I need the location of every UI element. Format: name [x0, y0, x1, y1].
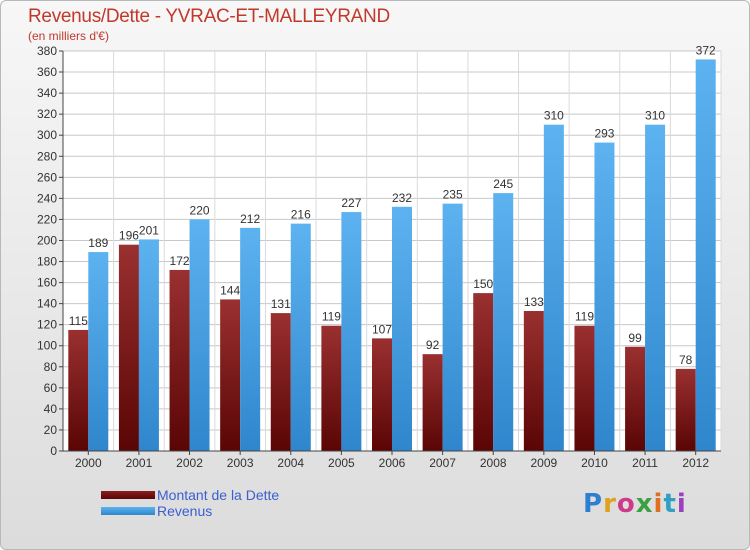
y-tick-label: 220: [37, 212, 57, 226]
y-tick-label: 60: [44, 381, 58, 395]
x-tick-label: 2005: [328, 456, 355, 470]
bar-revenus-2001: [138, 239, 159, 451]
y-tick-label: 360: [37, 65, 57, 79]
y-tick-label: 80: [44, 360, 58, 374]
bar-revenus-2010: [594, 142, 615, 451]
y-tick-label: 140: [37, 297, 57, 311]
y-tick-label: 120: [37, 318, 57, 332]
bar-revenus-2011: [645, 124, 666, 452]
x-tick-label: 2010: [581, 456, 608, 470]
bar-revenus-2008: [493, 193, 514, 451]
data-label: 78: [679, 353, 693, 367]
legend-label-revenus: Revenus: [157, 503, 213, 519]
y-tick-label: 20: [44, 423, 58, 437]
y-tick-label: 300: [37, 128, 57, 142]
bar-dette-2010: [574, 325, 595, 451]
bar-revenus-2007: [442, 203, 463, 451]
bar-revenus-2009: [543, 124, 564, 452]
y-tick-label: 380: [37, 44, 57, 58]
data-label: 92: [426, 338, 440, 352]
chart-subtitle: (en milliers d'€): [28, 29, 109, 43]
data-label: 189: [88, 236, 108, 250]
y-tick-label: 180: [37, 255, 57, 269]
bar-dette-2009: [523, 311, 544, 451]
bar-dette-2007: [422, 354, 443, 451]
legend-swatch-dette: [101, 491, 155, 499]
x-tick-label: 2011: [632, 456, 658, 470]
data-label: 119: [575, 310, 594, 324]
x-tick-label: 2003: [227, 456, 254, 470]
bar-dette-2005: [321, 325, 342, 451]
bar-dette-2006: [372, 338, 392, 451]
data-label: 310: [544, 109, 564, 123]
data-label: 212: [240, 212, 260, 226]
data-label: 144: [220, 283, 240, 297]
y-tick-label: 40: [44, 402, 58, 416]
data-label: 99: [628, 331, 642, 345]
data-label: 150: [473, 277, 493, 291]
x-tick-label: 2012: [682, 456, 709, 470]
bar-dette-2011: [625, 346, 646, 451]
bar-dette-2008: [473, 293, 494, 451]
data-label: 107: [372, 322, 392, 336]
x-tick-label: 2008: [480, 456, 507, 470]
data-label: 227: [341, 196, 361, 210]
y-tick-label: 260: [37, 170, 57, 184]
data-label: 172: [170, 254, 190, 268]
bar-revenus-2012: [695, 59, 716, 451]
y-tick-label: 340: [37, 86, 57, 100]
x-tick-label: 2002: [176, 456, 203, 470]
y-tick-label: 0: [50, 444, 57, 458]
bar-revenus-2006: [392, 206, 412, 451]
data-label: 119: [322, 310, 341, 324]
data-label: 235: [443, 188, 463, 202]
bar-revenus-2003: [240, 227, 261, 451]
y-tick-label: 160: [37, 276, 57, 290]
legend-swatch-revenus: [101, 507, 155, 515]
x-tick-label: 2001: [126, 456, 153, 470]
bar-revenus-2005: [341, 212, 362, 451]
data-label: 232: [392, 191, 412, 205]
bar-dette-2004: [270, 313, 291, 451]
data-label: 133: [524, 295, 544, 309]
bar-revenus-2004: [290, 223, 311, 451]
x-tick-label: 2004: [277, 456, 304, 470]
data-label: 196: [119, 229, 139, 243]
proxiti-logo: Proxiti: [583, 489, 687, 519]
bar-revenus-2000: [88, 252, 109, 451]
y-tick-label: 240: [37, 191, 57, 205]
data-label: 310: [645, 109, 665, 123]
data-label: 372: [696, 43, 716, 57]
data-label: 216: [291, 208, 311, 222]
bar-dette-2003: [220, 299, 241, 451]
y-tick-label: 320: [37, 107, 57, 121]
x-tick-label: 2000: [75, 456, 102, 470]
bar-dette-2002: [169, 269, 190, 451]
data-label: 220: [190, 203, 210, 217]
x-tick-label: 2007: [429, 456, 456, 470]
bar-dette-2001: [118, 244, 139, 451]
data-label: 115: [69, 314, 88, 328]
bar-dette-2012: [675, 368, 696, 451]
data-label: 131: [271, 297, 291, 311]
y-tick-label: 280: [37, 149, 57, 163]
data-label: 201: [139, 223, 159, 237]
bar-revenus-2002: [189, 219, 210, 451]
chart-title: Revenus/Dette - YVRAC-ET-MALLEYRAND: [28, 6, 390, 27]
data-label: 293: [594, 127, 614, 141]
data-label: 245: [493, 177, 513, 191]
x-tick-label: 2009: [530, 456, 557, 470]
y-tick-label: 100: [37, 339, 57, 353]
x-tick-label: 2006: [379, 456, 406, 470]
legend-label-dette: Montant de la Dette: [157, 487, 280, 503]
bar-dette-2000: [68, 329, 89, 451]
y-tick-label: 200: [37, 233, 57, 247]
